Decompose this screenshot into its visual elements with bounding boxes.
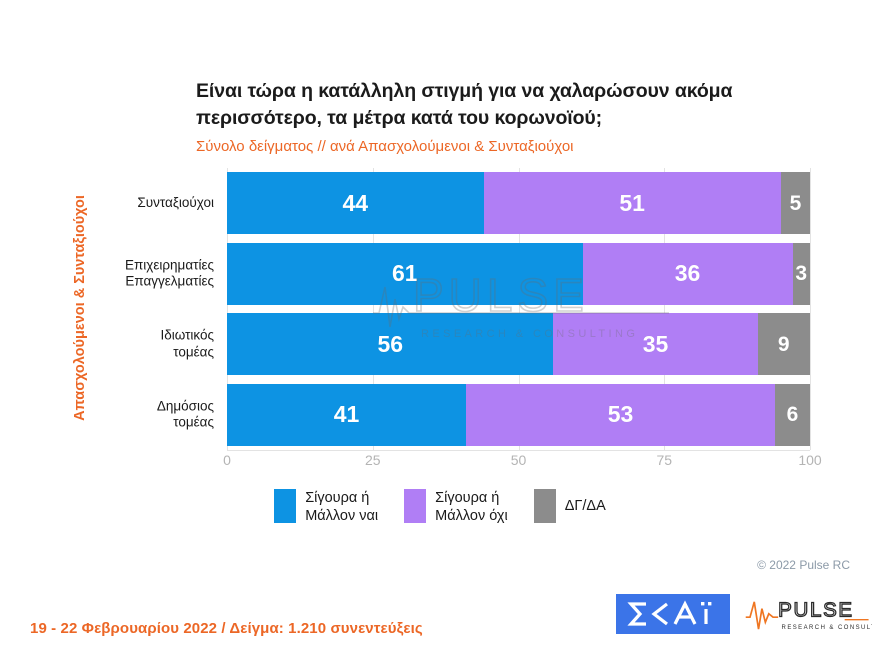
y-axis-title: Απασχολούμενοι & Συνταξιούχοι: [72, 195, 88, 421]
bar-row: 44 51 5: [227, 172, 810, 235]
chart-legend: Σίγουρα ή Μάλλον ναι Σίγουρα ή Μάλλον όχι…: [0, 488, 880, 525]
bar-segment: 51: [483, 172, 781, 235]
bar-segment: 53: [466, 383, 775, 446]
svg-text:PULSE: PULSE: [778, 599, 854, 622]
svg-text:RESEARCH & CONSULTING: RESEARCH & CONSULTING: [782, 625, 872, 631]
title-block: Είναι τώρα η κατάλληλη στιγμή για να χαλ…: [196, 78, 816, 156]
x-axis-line: [227, 450, 810, 451]
copyright-text: © 2022 Pulse RC: [757, 558, 850, 572]
legend-label: ΔΓ/ΔΑ: [564, 498, 606, 514]
category-label-line: Ιδιωτικός: [160, 327, 214, 343]
bar-segment: 56: [227, 313, 554, 376]
bar-value-label: 35: [642, 330, 669, 357]
bar-segment: 3: [792, 242, 810, 305]
category-label: Επιχειρηματίες Επαγγελματίες: [96, 257, 214, 290]
chart-subtitle: Σύνολο δείγματος // ανά Απασχολούμενοι &…: [196, 137, 574, 155]
legend-item[interactable]: ΔΓ/ΔΑ: [533, 488, 606, 523]
category-label-line: τομέας: [173, 344, 214, 360]
legend-swatch: [274, 489, 297, 523]
survey-fieldwork-note: 19 - 22 Φεβρουαρίου 2022 / Δείγμα: 1.210…: [30, 620, 423, 637]
category-label-line: τομέας: [173, 414, 214, 430]
category-label: Ιδιωτικός τομέας: [96, 328, 214, 361]
x-axis-tick-labels: 0 25 50 75 100: [223, 452, 822, 476]
bar-segment: 41: [227, 383, 467, 446]
bar-value-label: 36: [674, 260, 701, 287]
bar-segment: 61: [227, 242, 583, 305]
bar-value-label: 5: [789, 191, 802, 215]
bar-row: 61 36 3: [227, 242, 810, 305]
bar-row: 41 53 6: [227, 383, 810, 446]
category-axis-labels: Συνταξιούχοι Επιχειρηματίες Επαγγελματίες Ι…: [96, 168, 214, 450]
category-label-line: Συνταξιούχοι: [137, 195, 214, 211]
page-title: Είναι τώρα η κατάλληλη στιγμή για να χαλ…: [196, 80, 733, 129]
bar-segment: 9: [757, 313, 810, 376]
plot-area: 44 51 5 61 36 3 56 35 9 41 53 6 PULSE RESEARCH & CO…: [227, 168, 811, 451]
bar-value-label: 53: [607, 401, 634, 428]
skai-logo-glyphs: [627, 600, 712, 626]
pulse-logo: PULSE RESEARCH & CONSULTING: [745, 598, 872, 631]
x-tick-label: 0: [223, 452, 231, 468]
legend-item[interactable]: Σίγουρα ή Μάλλον όχι: [404, 488, 508, 525]
category-label-line: Επιχειρηματίες: [124, 257, 214, 273]
bar-value-label: 6: [786, 403, 799, 427]
skai-logo: [616, 594, 730, 634]
bar-value-label: 41: [333, 401, 360, 428]
x-tick-label: 75: [656, 452, 673, 468]
gridline: [810, 168, 811, 450]
bar-value-label: 51: [619, 189, 645, 216]
x-tick-label: 50: [510, 452, 527, 468]
bar-value-label: 9: [777, 332, 790, 356]
category-label-line: Δημόσιος: [156, 398, 214, 414]
legend-swatch: [533, 489, 556, 523]
category-label-line: Επαγγελματίες: [125, 273, 214, 289]
bar-segment: 36: [582, 242, 793, 305]
bar-value-label: 56: [377, 330, 404, 357]
category-label: Συνταξιούχοι: [96, 195, 214, 211]
category-label: Δημόσιος τομέας: [96, 398, 214, 431]
legend-item[interactable]: Σίγουρα ή Μάλλον ναι: [274, 488, 378, 525]
bar-segment: 5: [780, 172, 810, 235]
bar-segment: 6: [775, 383, 810, 446]
footer-logos: PULSE RESEARCH & CONSULTING: [616, 594, 872, 634]
bar-segment: 44: [227, 172, 484, 235]
bar-value-label: 61: [392, 260, 418, 287]
x-tick-label: 25: [364, 452, 381, 468]
legend-label: Σίγουρα ή Μάλλον όχι: [435, 490, 508, 525]
legend-swatch: [404, 489, 427, 523]
x-tick-label: 100: [798, 452, 822, 468]
legend-label: Σίγουρα ή Μάλλον ναι: [305, 490, 379, 525]
bar-value-label: 44: [342, 189, 369, 216]
bar-value-label: 3: [795, 262, 808, 286]
bar-segment: 35: [553, 313, 758, 376]
chart-plot-wrapper: Συνταξιούχοι Επιχειρηματίες Επαγγελματίες Ι…: [96, 168, 811, 451]
bar-row: 56 35 9: [227, 313, 810, 376]
